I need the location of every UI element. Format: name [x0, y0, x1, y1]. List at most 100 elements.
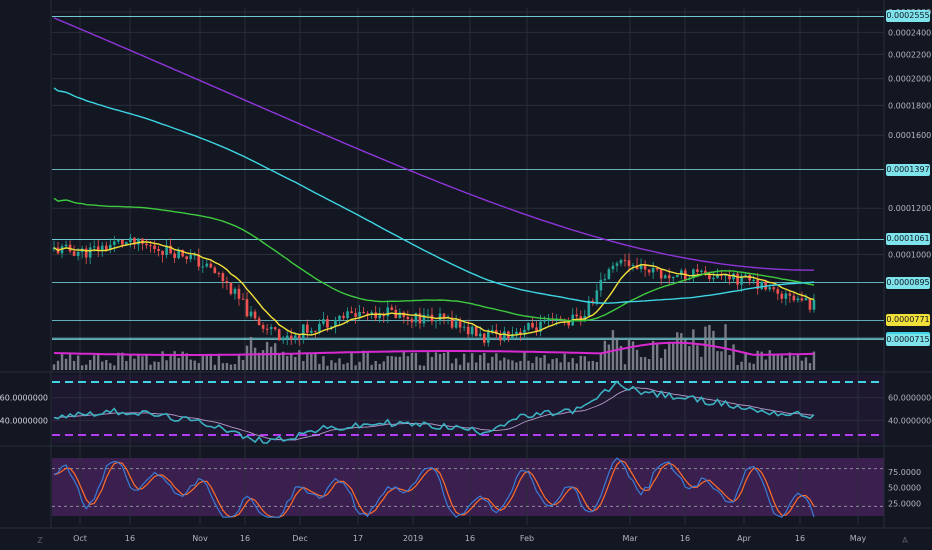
volume-bar — [177, 357, 180, 370]
volume-bar — [225, 362, 229, 370]
volume-bar — [149, 364, 152, 370]
stoch-k-line — [53, 457, 815, 518]
volume-bar — [56, 360, 60, 370]
volume-bar — [531, 363, 534, 370]
stoch-scale-label: 75.0000 — [888, 468, 921, 477]
volume-bar — [438, 353, 442, 370]
candle-body — [60, 246, 64, 254]
volume-bar — [587, 361, 590, 370]
volume-bar — [631, 341, 635, 370]
candle-body — [257, 318, 261, 326]
volume-bar — [394, 356, 397, 370]
volume-bar — [539, 357, 542, 370]
volume-bar — [615, 338, 619, 370]
volume-bar — [760, 351, 763, 370]
volume-bar — [97, 352, 100, 370]
volume-bar — [109, 363, 112, 370]
volume-bar — [643, 357, 647, 370]
candle-body — [547, 318, 550, 321]
volume-bar — [507, 359, 510, 370]
candle-body — [631, 265, 635, 267]
volume-bar — [137, 353, 140, 370]
candle-body — [346, 311, 349, 319]
volume-bar — [563, 353, 566, 370]
candle-body — [768, 287, 772, 290]
volume-bar — [185, 353, 188, 370]
volume-bar — [543, 354, 546, 370]
volume-bar — [217, 353, 221, 370]
candle-body — [145, 243, 148, 246]
volume-bar — [121, 352, 124, 370]
candle-body — [209, 263, 213, 268]
volume-bar — [446, 350, 450, 370]
volume-bar — [688, 346, 691, 370]
candle-body — [647, 269, 651, 273]
candle-body — [527, 323, 530, 330]
volume-bar — [752, 363, 755, 370]
volume-bar — [527, 360, 530, 370]
candle-body — [213, 267, 217, 273]
candle-body — [458, 321, 462, 328]
volume-bar — [265, 341, 269, 370]
candle-body — [591, 300, 595, 303]
candle-body — [185, 256, 188, 260]
volume-bar — [495, 353, 498, 370]
volume-bar — [362, 350, 365, 370]
volume-bar — [519, 360, 522, 370]
volume-bar — [676, 332, 679, 370]
candle-body — [386, 307, 390, 317]
candle-body — [696, 269, 699, 272]
time-axis-label: 16 — [795, 534, 805, 543]
volume-bar — [808, 363, 812, 370]
candle-body — [76, 252, 80, 256]
volume-bar — [60, 352, 64, 370]
price-scale-label: 0.0001000 — [888, 250, 931, 259]
price-scale-label: 0.0002400 — [888, 28, 931, 37]
candle-body — [72, 251, 76, 256]
volume-bar — [181, 351, 184, 370]
volume-bar — [205, 354, 208, 370]
candle-body — [515, 331, 518, 335]
volume-bar — [627, 339, 631, 370]
volume-bar — [370, 364, 373, 370]
volume-bar — [462, 353, 466, 370]
candle-body — [792, 295, 796, 301]
candle-body — [700, 270, 703, 272]
volume-bar — [414, 352, 418, 370]
candle-body — [129, 237, 132, 243]
candle-body — [229, 282, 233, 294]
candle-body — [627, 260, 631, 266]
candle-body — [64, 244, 68, 247]
timezone-toggle: Z — [37, 536, 43, 545]
candle-body — [599, 279, 603, 291]
candle-body — [398, 312, 402, 318]
volume-bar — [503, 357, 506, 370]
rsi-axis-left-label: 40.0000000 — [0, 416, 48, 425]
volume-bar — [253, 347, 257, 370]
candle-body — [503, 331, 506, 341]
volume-bar — [772, 353, 775, 370]
volume-bar — [535, 356, 538, 370]
volume-bar — [241, 359, 245, 370]
volume-bar — [193, 360, 196, 370]
volume-bar — [133, 358, 136, 370]
volume-bar — [306, 353, 309, 370]
candle-body — [165, 245, 168, 255]
price-scale-label: 0.0001800 — [888, 101, 931, 110]
volume-bar — [173, 351, 176, 370]
volume-bar — [454, 358, 458, 370]
volume-bar — [338, 358, 341, 370]
time-axis-label: 2019 — [403, 534, 423, 543]
candle-body — [523, 329, 526, 335]
candle-body — [462, 326, 466, 328]
volume-bar — [310, 353, 313, 370]
candle-body — [499, 333, 502, 341]
candle-body — [704, 270, 707, 275]
volume-bar — [233, 364, 237, 370]
volume-bar — [664, 349, 667, 370]
candle-body — [434, 320, 438, 322]
candle-body — [478, 333, 482, 337]
candle-body — [108, 244, 112, 250]
volume-bar — [410, 352, 414, 370]
